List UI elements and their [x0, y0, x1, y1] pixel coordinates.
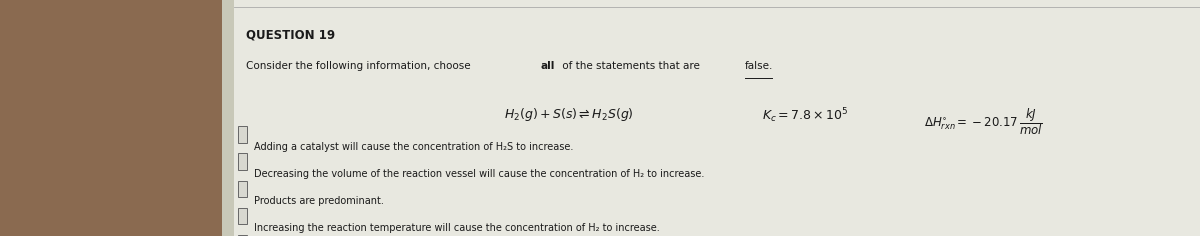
Text: all: all — [540, 61, 554, 71]
Text: of the statements that are: of the statements that are — [558, 61, 703, 71]
Text: QUESTION 19: QUESTION 19 — [246, 28, 335, 41]
Text: Decreasing the volume of the reaction vessel will cause the concentration of H₂ : Decreasing the volume of the reaction ve… — [254, 169, 704, 179]
FancyBboxPatch shape — [238, 181, 247, 197]
FancyBboxPatch shape — [238, 126, 247, 143]
FancyBboxPatch shape — [238, 153, 247, 170]
FancyBboxPatch shape — [238, 208, 247, 224]
Text: Products are predominant.: Products are predominant. — [254, 196, 384, 206]
Text: false.: false. — [744, 61, 773, 71]
Text: Increasing the reaction temperature will cause the concentration of H₂ to increa: Increasing the reaction temperature will… — [254, 223, 660, 233]
Text: $\Delta H^{\circ}_{rxn} = -20.17\,\dfrac{kJ}{mol}$: $\Delta H^{\circ}_{rxn} = -20.17\,\dfrac… — [924, 106, 1043, 137]
FancyBboxPatch shape — [234, 0, 1200, 236]
Text: Consider the following information, choose: Consider the following information, choo… — [246, 61, 474, 71]
FancyBboxPatch shape — [0, 0, 222, 236]
Text: $K_c = 7.8 \times 10^5$: $K_c = 7.8 \times 10^5$ — [762, 106, 848, 125]
FancyBboxPatch shape — [238, 235, 247, 236]
Text: $H_2(g) + S(s) \rightleftharpoons H_2S(g)$: $H_2(g) + S(s) \rightleftharpoons H_2S(g… — [504, 106, 634, 123]
Text: Adding a catalyst will cause the concentration of H₂S to increase.: Adding a catalyst will cause the concent… — [254, 142, 574, 152]
